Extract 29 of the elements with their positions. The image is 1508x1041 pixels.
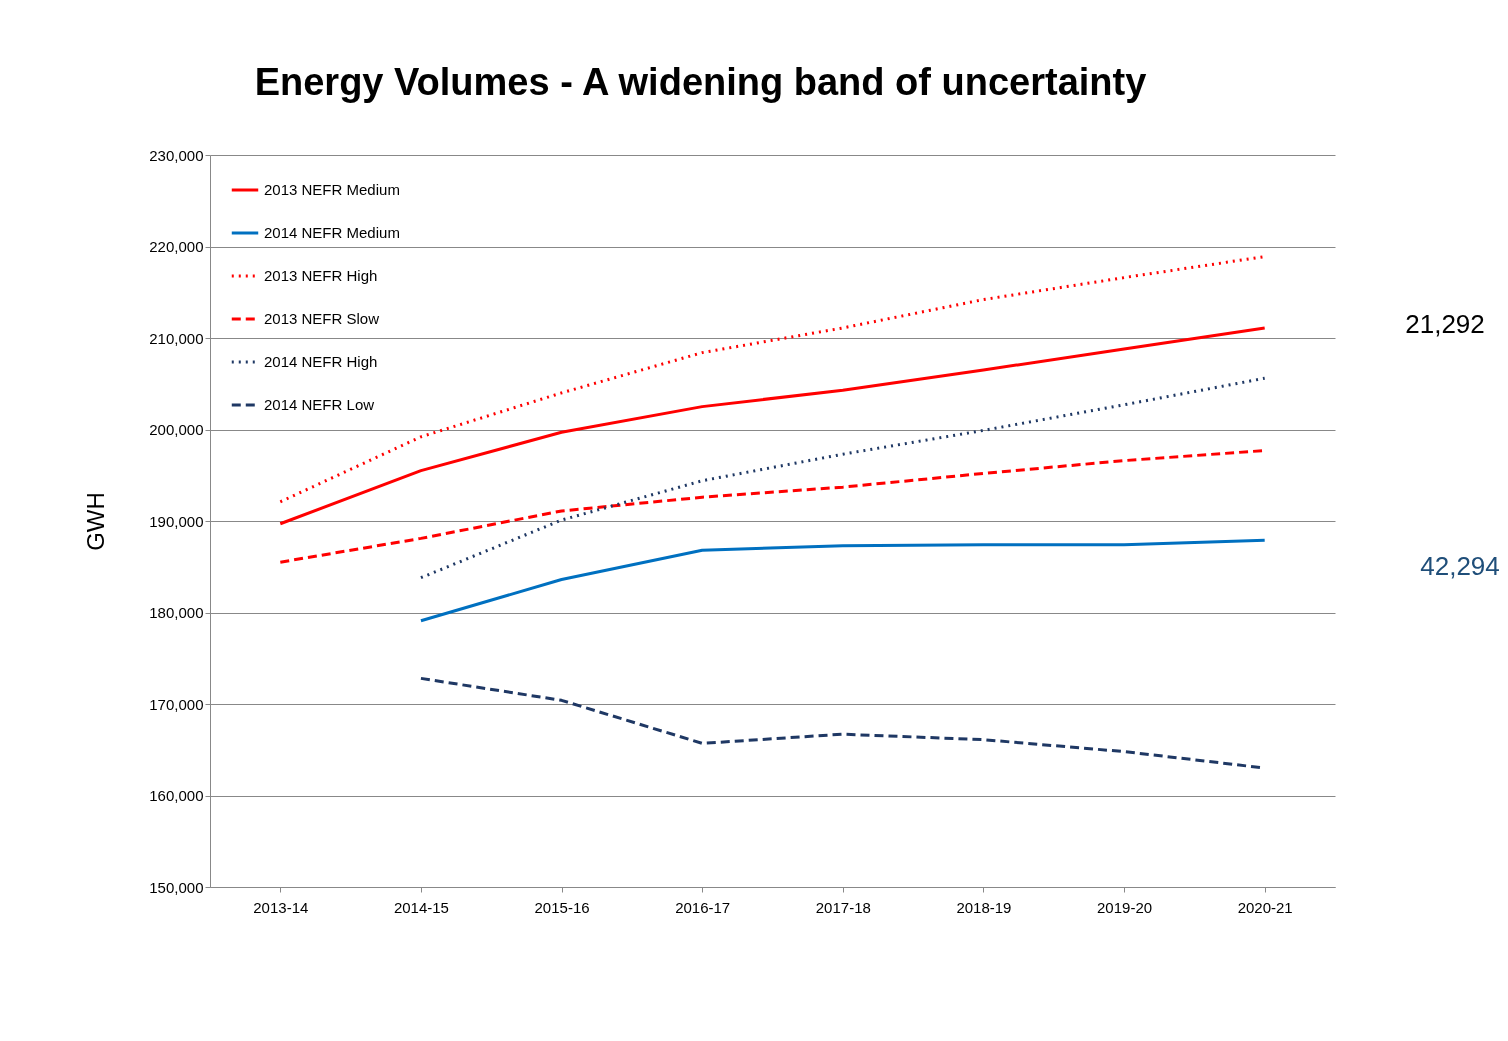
y-tick-label: 160,000 bbox=[149, 787, 204, 804]
legend-label: 2013 NEFR High bbox=[264, 267, 378, 284]
y-tick-label: 220,000 bbox=[149, 238, 204, 255]
legend-label: 2014 NEFR Medium bbox=[264, 224, 400, 241]
x-tick-label: 2017-18 bbox=[815, 898, 871, 916]
legend-label: 2013 NEFR Medium bbox=[264, 181, 400, 198]
y-tick-label: 150,000 bbox=[149, 878, 204, 896]
x-tick-label: 2014-15 bbox=[393, 898, 449, 916]
x-tick-label: 2020-21 bbox=[1237, 898, 1293, 916]
text: 42,294 bbox=[1420, 551, 1500, 581]
x-tick-label: 2019-20 bbox=[1097, 898, 1153, 916]
x-tick-label: 2018-19 bbox=[956, 898, 1012, 916]
y-axis-title: GWH bbox=[82, 492, 110, 551]
y-tick-label: 210,000 bbox=[149, 329, 204, 347]
x-tick-label: 2016-17 bbox=[675, 898, 731, 916]
line-series bbox=[419, 376, 1267, 580]
y-tick-label: 230,000 bbox=[149, 146, 204, 164]
y-tick-label: 170,000 bbox=[149, 695, 204, 713]
chart-title: Energy Volumes - A widening band of uncertainty bbox=[254, 61, 1147, 103]
line-series bbox=[419, 538, 1267, 623]
y-tick-label: 200,000 bbox=[149, 421, 204, 438]
legend-label: 2014 NEFR High bbox=[264, 353, 378, 370]
x-tick-label: 2013-14 bbox=[253, 898, 309, 916]
legend-label: 2013 NEFR Slow bbox=[264, 310, 380, 327]
x-tick-label: 2015-16 bbox=[534, 898, 590, 916]
text: 21,292 bbox=[1405, 309, 1485, 339]
legend-label: 2014 NEFR Low bbox=[264, 396, 375, 413]
y-tick-label: 180,000 bbox=[149, 604, 204, 621]
y-tick-label: 190,000 bbox=[149, 512, 204, 530]
